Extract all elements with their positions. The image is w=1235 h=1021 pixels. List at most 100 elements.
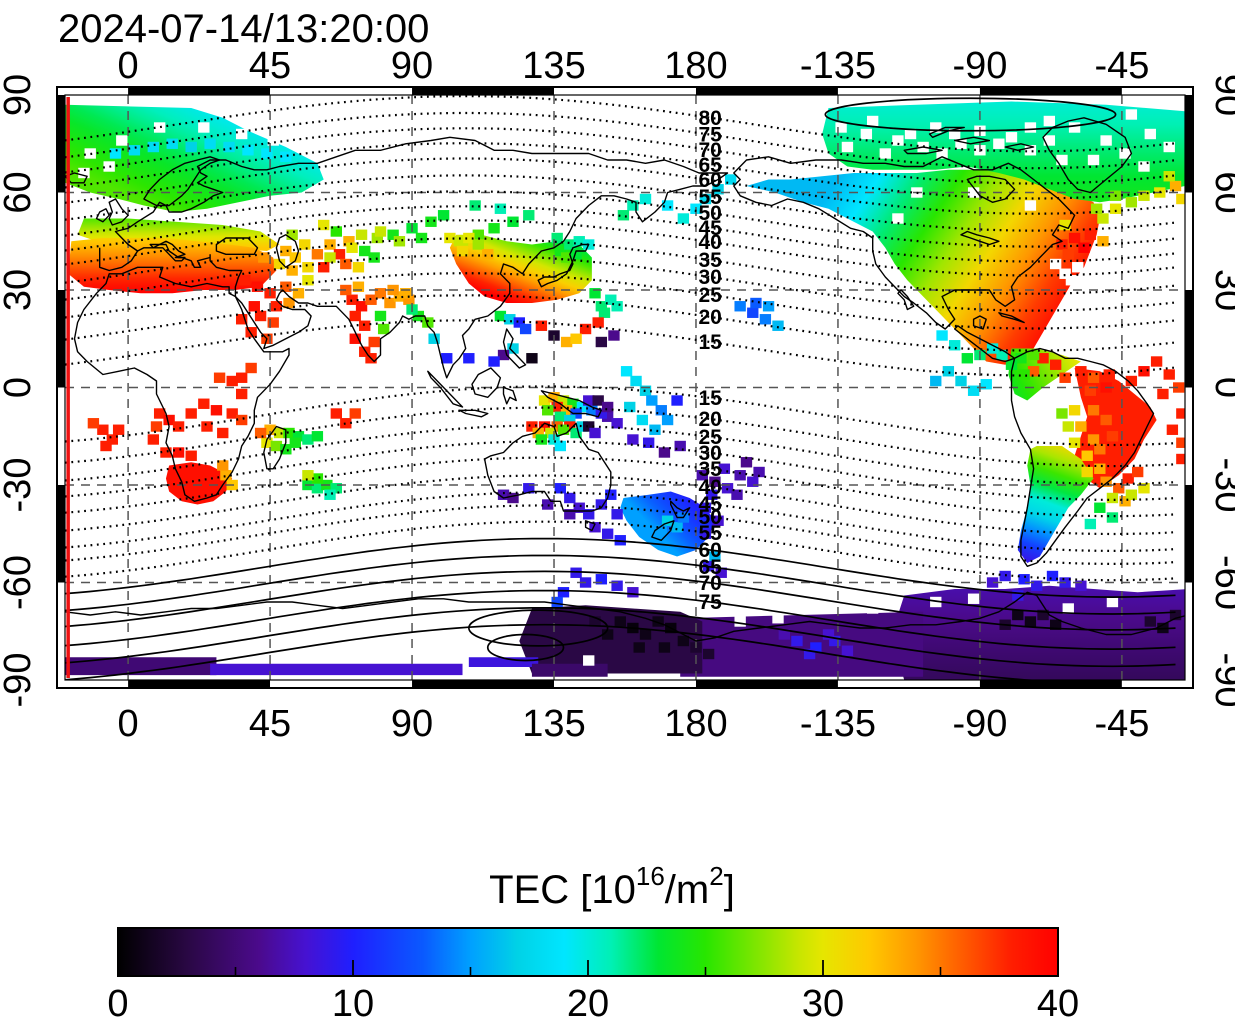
- left-axis-label: 0: [0, 377, 39, 398]
- tec-cell: [349, 408, 361, 419]
- contour-label: 15: [699, 331, 723, 354]
- frame-stripe: [554, 680, 696, 688]
- tec-cell: [147, 141, 160, 153]
- tec-cell: [583, 509, 595, 520]
- coastline-iceland: [65, 172, 88, 184]
- no-data-cell: [1005, 132, 1018, 143]
- no-data-cell: [841, 141, 854, 153]
- coastline-sumatra: [427, 370, 464, 408]
- tec-cell: [387, 229, 399, 240]
- tec-cell: [220, 470, 232, 481]
- contour-label: 60: [699, 539, 722, 562]
- tec-cell: [930, 375, 942, 387]
- tec-cell: [289, 252, 301, 263]
- colorbar-tick-label: 0: [107, 983, 128, 1021]
- tec-cell: [936, 330, 948, 341]
- tec-cell: [608, 330, 620, 341]
- tec-cell: [810, 642, 822, 653]
- tec-cell: [1169, 609, 1182, 621]
- right-axis-label: 90: [1207, 74, 1235, 116]
- colorbar-title: TEC [1016/m2]: [489, 861, 735, 912]
- contour-line-north: [65, 127, 1176, 185]
- tec-cell: [1087, 372, 1100, 383]
- tec-cell: [270, 440, 283, 452]
- contour-label: 60: [699, 169, 722, 192]
- frame-stripe: [1121, 680, 1185, 688]
- no-data-cell: [1138, 161, 1150, 172]
- tec-cell: [172, 421, 185, 432]
- frame-stripe: [695, 680, 838, 688]
- tec-cell: [573, 236, 585, 247]
- tec-cell: [494, 203, 507, 214]
- tec-cell: [598, 307, 611, 318]
- tec-cell: [570, 249, 582, 260]
- tec-cell: [554, 483, 567, 494]
- tec-cell: [264, 424, 276, 435]
- frame-stripe: [65, 87, 129, 95]
- coastline-yucatan: [972, 315, 987, 330]
- no-data-cell: [955, 138, 967, 149]
- tec-cell: [601, 629, 614, 640]
- tec-cell: [1027, 349, 1040, 361]
- tec-cell: [611, 509, 623, 520]
- tec-cell: [595, 301, 608, 312]
- tec-cell: [286, 229, 298, 240]
- tec-cell: [624, 401, 636, 413]
- tec-cell: [267, 317, 279, 328]
- tec-cell: [1084, 385, 1097, 396]
- coastline-scandinavia: [143, 156, 221, 207]
- tec-cell: [472, 239, 484, 250]
- tec-cell: [425, 216, 437, 227]
- tec-cell: [592, 395, 604, 406]
- frame-stripe: [979, 87, 1122, 95]
- plot-area: 8075706560555045403530252015152025303540…: [65, 95, 1185, 680]
- top-axis-label: -135: [800, 45, 876, 87]
- no-data-cell: [1043, 115, 1056, 127]
- tec-cell: [715, 567, 727, 578]
- tec-cell: [526, 421, 538, 432]
- frame-stripe: [979, 680, 1122, 688]
- tec-cell: [671, 395, 683, 406]
- colorbar-tick-label: 30: [802, 983, 844, 1021]
- tec-cell: [740, 457, 753, 468]
- tec-cell: [734, 470, 746, 481]
- tec-cell: [153, 408, 166, 419]
- frame-stripe: [128, 680, 271, 688]
- tec-cell: [620, 366, 633, 377]
- coastline-uk: [108, 198, 129, 226]
- tec-cell: [986, 343, 999, 354]
- tec-region: [822, 101, 1185, 203]
- frame-stripe: [57, 192, 65, 290]
- tec-cell: [570, 333, 582, 344]
- tec-cell: [226, 375, 238, 387]
- tec-cell: [538, 395, 551, 406]
- top-axis-label: -90: [952, 45, 1007, 87]
- tec-cell: [564, 492, 576, 504]
- left-axis-label: 90: [0, 74, 39, 116]
- tec-cell: [1125, 375, 1138, 387]
- tec-cell: [245, 327, 257, 338]
- frame-stripe: [554, 87, 696, 95]
- tec-cell: [526, 353, 538, 364]
- tec-cell: [352, 262, 365, 273]
- no-data-cell: [1043, 135, 1056, 146]
- tec-cell: [725, 174, 737, 185]
- axis-labels: 0 0 45 45 90 90 135 135 180 180 -135 -135 -90 -90 -45 -…: [0, 45, 1235, 745]
- coastline-ireland: [95, 208, 110, 223]
- tec-cell: [649, 424, 661, 435]
- tec-cell: [87, 418, 100, 429]
- tec-cell: [699, 528, 712, 539]
- tec-cell: [535, 320, 548, 331]
- bottom-axis-label: -135: [800, 703, 876, 745]
- tec-cell: [589, 616, 601, 627]
- tec-cell: [302, 262, 314, 273]
- frame-inner: [64, 94, 1186, 681]
- tec-region: [65, 657, 217, 676]
- coastline-java: [458, 409, 489, 418]
- tec-cell: [601, 528, 614, 539]
- contour-label: 70: [699, 572, 722, 595]
- tec-cell: [567, 398, 579, 409]
- contour-oval: [467, 609, 609, 647]
- geomagnetic-contours: [65, 95, 1176, 680]
- no-data-cell: [103, 161, 115, 172]
